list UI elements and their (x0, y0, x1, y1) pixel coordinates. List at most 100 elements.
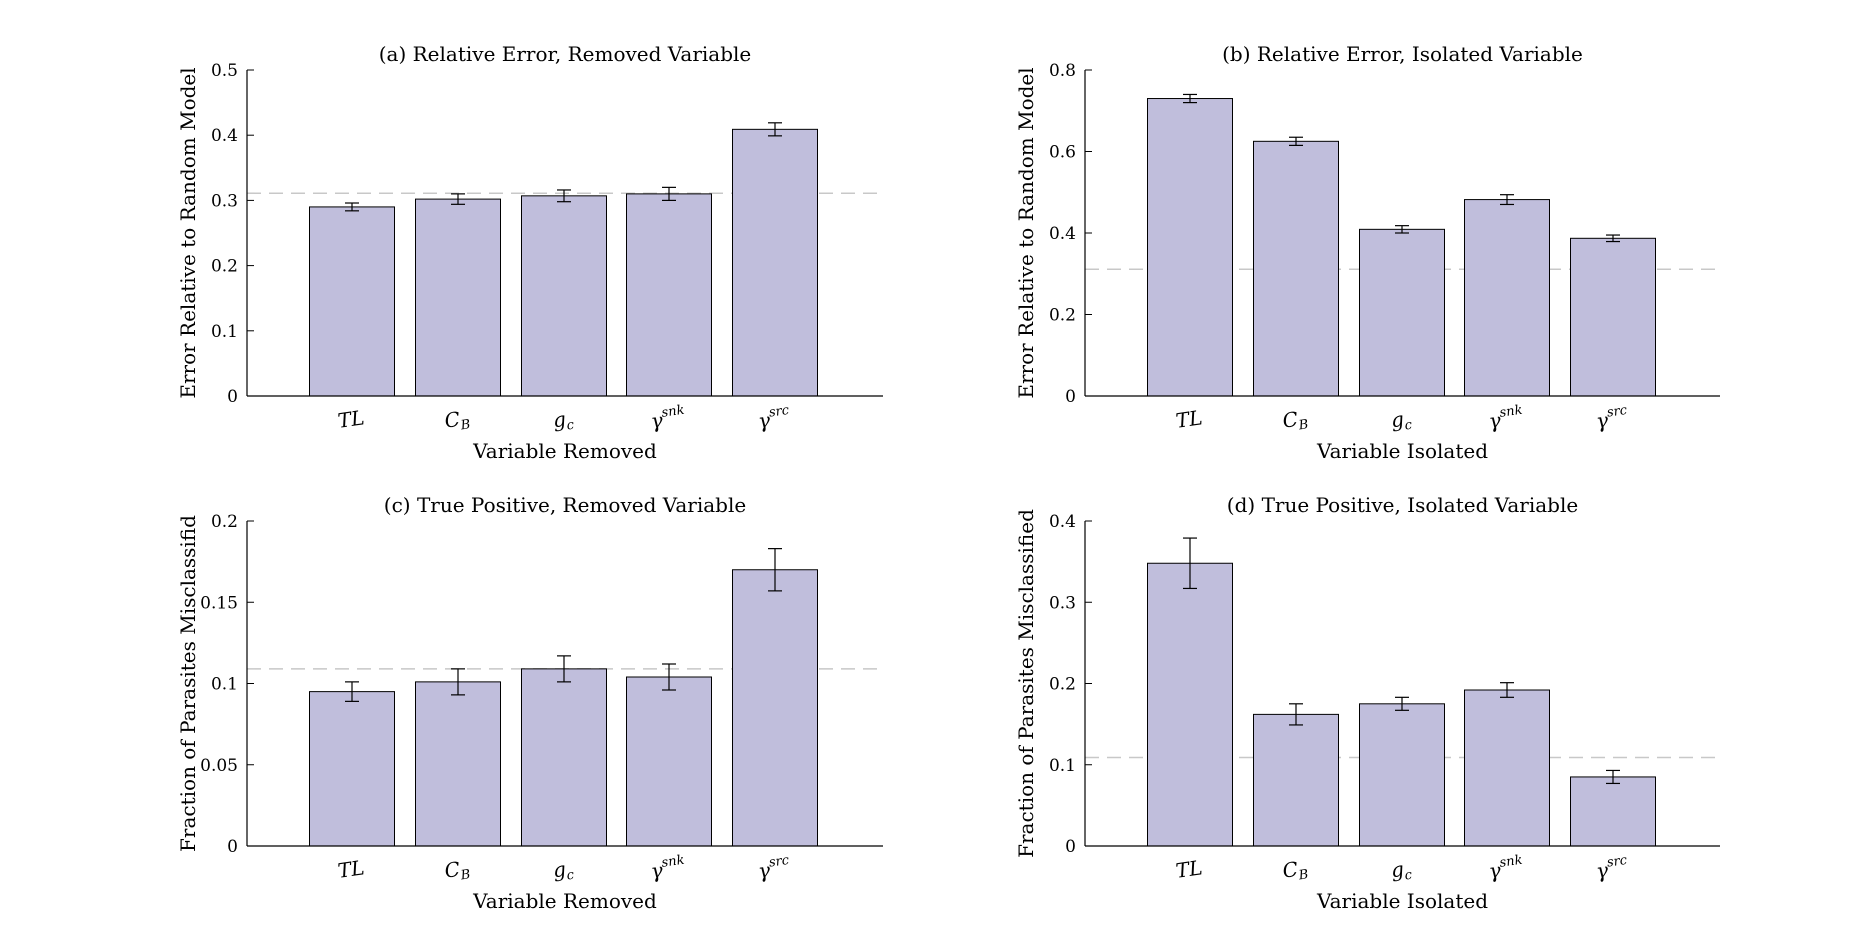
bar-1 (1253, 713, 1339, 847)
x-tick-label-base: TL (336, 855, 366, 882)
error-bar-4 (768, 122, 782, 137)
bar-2 (1359, 703, 1445, 847)
x-tick-label: CB (443, 855, 471, 885)
x-axis-label: Variable Removed (472, 439, 657, 463)
x-tick-label-sup: src (1606, 853, 1629, 871)
x-tick-label: TL (336, 855, 366, 882)
y-tick-label: 0.1 (1049, 756, 1076, 776)
y-tick-label: 0.2 (211, 512, 238, 532)
x-tick-label-base: g (551, 857, 567, 883)
x-tick-label-base: TL (1174, 855, 1204, 882)
x-tick-label: γsrc (1594, 403, 1630, 433)
y-tick-label: 0.4 (211, 126, 238, 146)
bar-0 (309, 691, 395, 847)
error-bar-2 (1395, 225, 1409, 234)
y-tick-label: 0.3 (211, 191, 238, 211)
y-axis-label: Error Relative to Random Model (1014, 67, 1038, 398)
x-tick-label-base: γ (649, 858, 664, 883)
x-tick-label: γsnk (649, 853, 687, 884)
error-bar-3 (662, 663, 676, 691)
error-bar-0 (1183, 537, 1197, 590)
x-tick-label-sub: B (459, 417, 472, 433)
bar-1 (415, 681, 501, 847)
y-tick-label: 0.4 (1049, 512, 1076, 532)
error-bar-3 (1500, 194, 1514, 206)
x-tick-label-sup: snk (1499, 853, 1524, 871)
chart-title: (c) True Positive, Removed Variable (384, 493, 746, 517)
x-tick-label: γsrc (756, 403, 792, 433)
y-tick-label: 0.4 (1049, 224, 1076, 244)
x-tick-label: CB (443, 405, 471, 435)
error-bar-4 (1606, 234, 1620, 243)
x-tick-label-base: g (1389, 857, 1405, 883)
y-tick-label: 0.05 (200, 756, 238, 776)
chart-panel-2: (c) True Positive, Removed Variable 0 0.05… (176, 493, 883, 913)
x-tick-label-base: C (443, 407, 462, 433)
bar-3 (626, 676, 712, 847)
x-tick-label-base: γ (756, 858, 771, 883)
x-tick-label-sub: B (1297, 417, 1310, 433)
x-tick-label-sup: src (768, 403, 791, 421)
y-tick-label: 0.2 (211, 257, 238, 277)
chart-title: (a) Relative Error, Removed Variable (379, 42, 752, 66)
x-tick-label: γsrc (756, 853, 792, 883)
x-tick-label: TL (336, 405, 366, 432)
error-bar-1 (451, 193, 465, 205)
error-bar-4 (1606, 769, 1620, 785)
bar-3 (626, 193, 712, 397)
y-tick-label: 0.1 (211, 322, 238, 342)
x-tick-label-sup: src (768, 853, 791, 871)
x-tick-label-base: TL (336, 405, 366, 432)
bar-4 (1570, 776, 1656, 847)
error-bar-2 (557, 655, 571, 683)
y-tick-label: 0.15 (200, 593, 238, 613)
chart-panel-0: (a) Relative Error, Removed Variable 0 0.1… (176, 42, 883, 463)
x-tick-label-base: C (1281, 407, 1300, 433)
x-tick-label-base: γ (1594, 858, 1609, 883)
chart-title: (d) True Positive, Isolated Variable (1227, 493, 1578, 517)
x-tick-label: γsnk (1487, 403, 1525, 434)
x-tick-label-sub: c (566, 418, 576, 434)
error-bar-2 (1395, 696, 1409, 711)
y-axis-label: Error Relative to Random Model (176, 67, 200, 398)
x-tick-label-sup: snk (661, 403, 686, 421)
bar-4 (732, 569, 818, 847)
y-axis-label: Fraction of Parasites Misclassified (1014, 509, 1038, 858)
error-bar-1 (1289, 703, 1303, 726)
x-tick-label: CB (1281, 405, 1309, 435)
y-tick-label: 0.6 (1049, 143, 1076, 163)
error-bar-2 (557, 189, 571, 203)
bar-2 (1359, 228, 1445, 397)
x-tick-label-base: γ (1594, 408, 1609, 433)
bar-0 (309, 206, 395, 397)
bar-1 (1253, 140, 1339, 397)
x-tick-label: gc (1389, 856, 1413, 886)
y-tick-label: 0.2 (1049, 675, 1076, 695)
error-bar-0 (1183, 93, 1197, 104)
x-tick-label-base: TL (1174, 405, 1204, 432)
x-tick-label: γsnk (649, 403, 687, 434)
y-tick-label: 0 (227, 387, 238, 407)
chart-panel-3: (d) True Positive, Isolated Variable 0 0.1… (1014, 493, 1720, 913)
bar-3 (1464, 689, 1550, 847)
x-tick-label-base: γ (649, 408, 664, 433)
y-tick-label: 0.5 (211, 61, 238, 81)
x-tick-label-sup: src (1606, 403, 1629, 421)
y-axis-label: Fraction of Parasites Misclassifid (176, 515, 200, 852)
y-tick-label: 0.2 (1049, 306, 1076, 326)
x-tick-label: TL (1174, 855, 1204, 882)
bar-2 (521, 668, 607, 847)
x-axis-label: Variable Isolated (1316, 889, 1488, 913)
x-axis-label: Variable Removed (472, 889, 657, 913)
y-tick-label: 0.1 (211, 675, 238, 695)
x-tick-label-sup: snk (661, 853, 686, 871)
x-tick-label: CB (1281, 855, 1309, 885)
x-tick-label: TL (1174, 405, 1204, 432)
x-tick-label-base: γ (1487, 408, 1502, 433)
bar-0 (1147, 562, 1233, 847)
error-bar-1 (1289, 136, 1303, 146)
x-tick-label-base: C (443, 857, 462, 883)
error-bar-0 (345, 202, 359, 212)
x-tick-label-sub: c (566, 868, 576, 884)
